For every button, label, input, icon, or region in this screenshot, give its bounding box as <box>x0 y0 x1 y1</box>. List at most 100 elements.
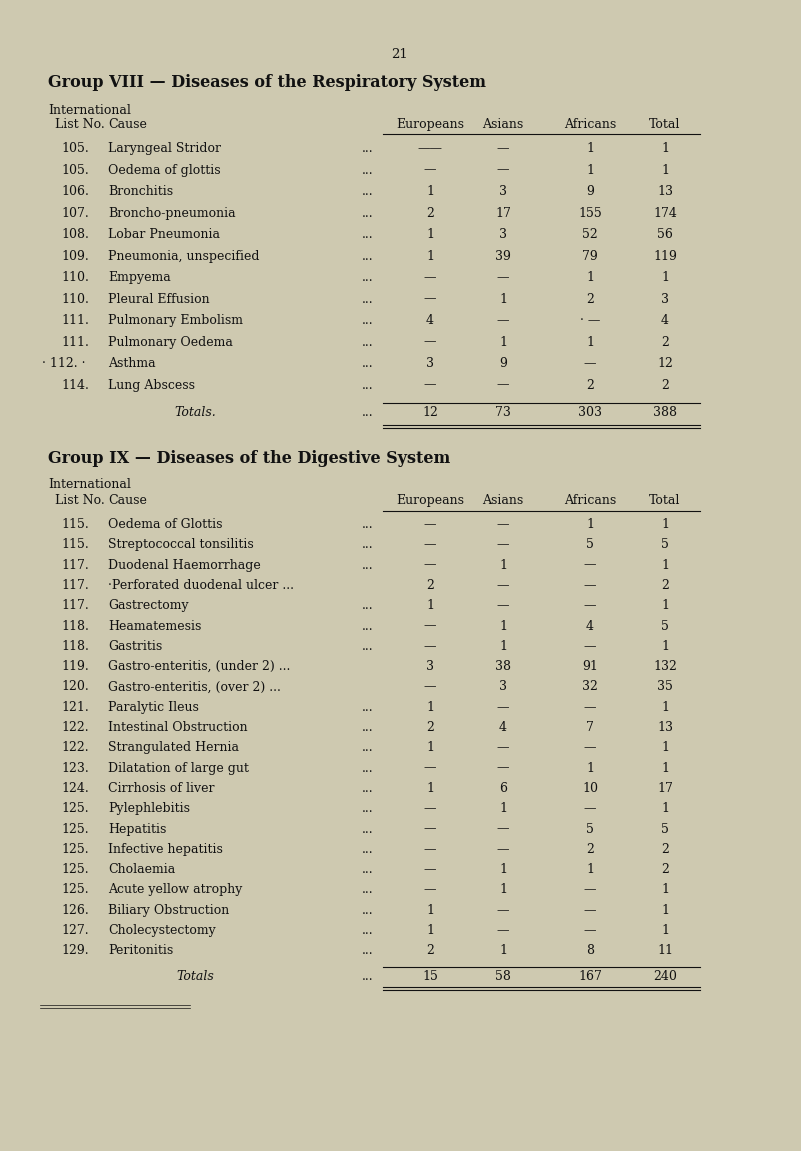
Text: International: International <box>48 104 131 117</box>
Text: —: — <box>424 379 437 391</box>
Text: 1: 1 <box>661 924 669 937</box>
Text: 1: 1 <box>661 518 669 531</box>
Text: ...: ... <box>362 884 374 897</box>
Text: Duodenal Haemorrhage: Duodenal Haemorrhage <box>108 558 261 572</box>
Text: 52: 52 <box>582 228 598 241</box>
Text: 117.: 117. <box>61 600 89 612</box>
Text: 107.: 107. <box>61 206 89 220</box>
Text: —: — <box>424 619 437 633</box>
Text: —: — <box>497 741 509 754</box>
Text: Acute yellow atrophy: Acute yellow atrophy <box>108 884 243 897</box>
Text: Peritonitis: Peritonitis <box>108 944 173 958</box>
Text: 2: 2 <box>586 843 594 856</box>
Text: Empyema: Empyema <box>108 270 171 284</box>
Text: —: — <box>424 518 437 531</box>
Text: —: — <box>497 379 509 391</box>
Text: 167: 167 <box>578 969 602 983</box>
Text: Asians: Asians <box>482 119 524 131</box>
Text: 1: 1 <box>499 640 507 653</box>
Text: 1: 1 <box>426 782 434 795</box>
Text: 119: 119 <box>653 250 677 262</box>
Text: 6: 6 <box>499 782 507 795</box>
Text: 2: 2 <box>661 843 669 856</box>
Text: Cholaemia: Cholaemia <box>108 863 175 876</box>
Text: 1: 1 <box>661 142 669 155</box>
Text: ...: ... <box>362 619 374 633</box>
Text: 110.: 110. <box>61 270 89 284</box>
Text: Lung Abscess: Lung Abscess <box>108 379 195 391</box>
Text: 129.: 129. <box>61 944 89 958</box>
Text: —: — <box>424 843 437 856</box>
Text: Laryngeal Stridor: Laryngeal Stridor <box>108 142 221 155</box>
Text: Pneumonia, unspecified: Pneumonia, unspecified <box>108 250 260 262</box>
Text: 1: 1 <box>426 741 434 754</box>
Text: · —: · — <box>580 314 600 327</box>
Text: 17: 17 <box>495 206 511 220</box>
Text: ...: ... <box>362 314 374 327</box>
Text: —: — <box>497 518 509 531</box>
Text: ...: ... <box>362 292 374 305</box>
Text: 2: 2 <box>586 379 594 391</box>
Text: 58: 58 <box>495 969 511 983</box>
Text: 1: 1 <box>499 292 507 305</box>
Text: —: — <box>424 163 437 176</box>
Text: —: — <box>424 558 437 572</box>
Text: 56: 56 <box>657 228 673 241</box>
Text: 1: 1 <box>661 600 669 612</box>
Text: ...: ... <box>362 762 374 775</box>
Text: 122.: 122. <box>61 721 89 734</box>
Text: 174: 174 <box>653 206 677 220</box>
Text: 15: 15 <box>422 969 438 983</box>
Text: 2: 2 <box>661 579 669 592</box>
Text: Totals: Totals <box>176 969 214 983</box>
Text: 303: 303 <box>578 406 602 419</box>
Text: —: — <box>584 884 596 897</box>
Text: —: — <box>497 823 509 836</box>
Text: —: — <box>424 884 437 897</box>
Text: 127.: 127. <box>61 924 89 937</box>
Text: ...: ... <box>362 539 374 551</box>
Text: 13: 13 <box>657 721 673 734</box>
Text: Asians: Asians <box>482 494 524 506</box>
Text: Africans: Africans <box>564 494 616 506</box>
Text: Europeans: Europeans <box>396 119 464 131</box>
Text: 12: 12 <box>657 357 673 369</box>
Text: —: — <box>424 640 437 653</box>
Text: 12: 12 <box>422 406 438 419</box>
Text: 121.: 121. <box>61 701 89 714</box>
Text: Intestinal Obstruction: Intestinal Obstruction <box>108 721 248 734</box>
Text: 79: 79 <box>582 250 598 262</box>
Text: 9: 9 <box>586 185 594 198</box>
Text: 240: 240 <box>653 969 677 983</box>
Text: 91: 91 <box>582 661 598 673</box>
Text: 1: 1 <box>499 944 507 958</box>
Text: 1: 1 <box>586 142 594 155</box>
Text: 17: 17 <box>657 782 673 795</box>
Text: —: — <box>497 924 509 937</box>
Text: Gastro-enteritis, (under 2) ...: Gastro-enteritis, (under 2) ... <box>108 661 291 673</box>
Text: 1: 1 <box>426 924 434 937</box>
Text: List No.: List No. <box>55 494 105 506</box>
Text: ...: ... <box>362 206 374 220</box>
Text: List No.: List No. <box>55 119 105 131</box>
Text: Total: Total <box>650 494 681 506</box>
Text: —: — <box>584 357 596 369</box>
Text: ...: ... <box>362 518 374 531</box>
Text: 117.: 117. <box>61 558 89 572</box>
Text: 3: 3 <box>426 357 434 369</box>
Text: ...: ... <box>362 406 374 419</box>
Text: 4: 4 <box>586 619 594 633</box>
Text: 3: 3 <box>661 292 669 305</box>
Text: 1: 1 <box>426 185 434 198</box>
Text: 125.: 125. <box>61 823 89 836</box>
Text: Bronchitis: Bronchitis <box>108 185 173 198</box>
Text: 125.: 125. <box>61 863 89 876</box>
Text: 132: 132 <box>653 661 677 673</box>
Text: 108.: 108. <box>61 228 89 241</box>
Text: ...: ... <box>362 969 374 983</box>
Text: 1: 1 <box>586 163 594 176</box>
Text: 5: 5 <box>586 823 594 836</box>
Text: ...: ... <box>362 802 374 815</box>
Text: ...: ... <box>362 782 374 795</box>
Text: Europeans: Europeans <box>396 494 464 506</box>
